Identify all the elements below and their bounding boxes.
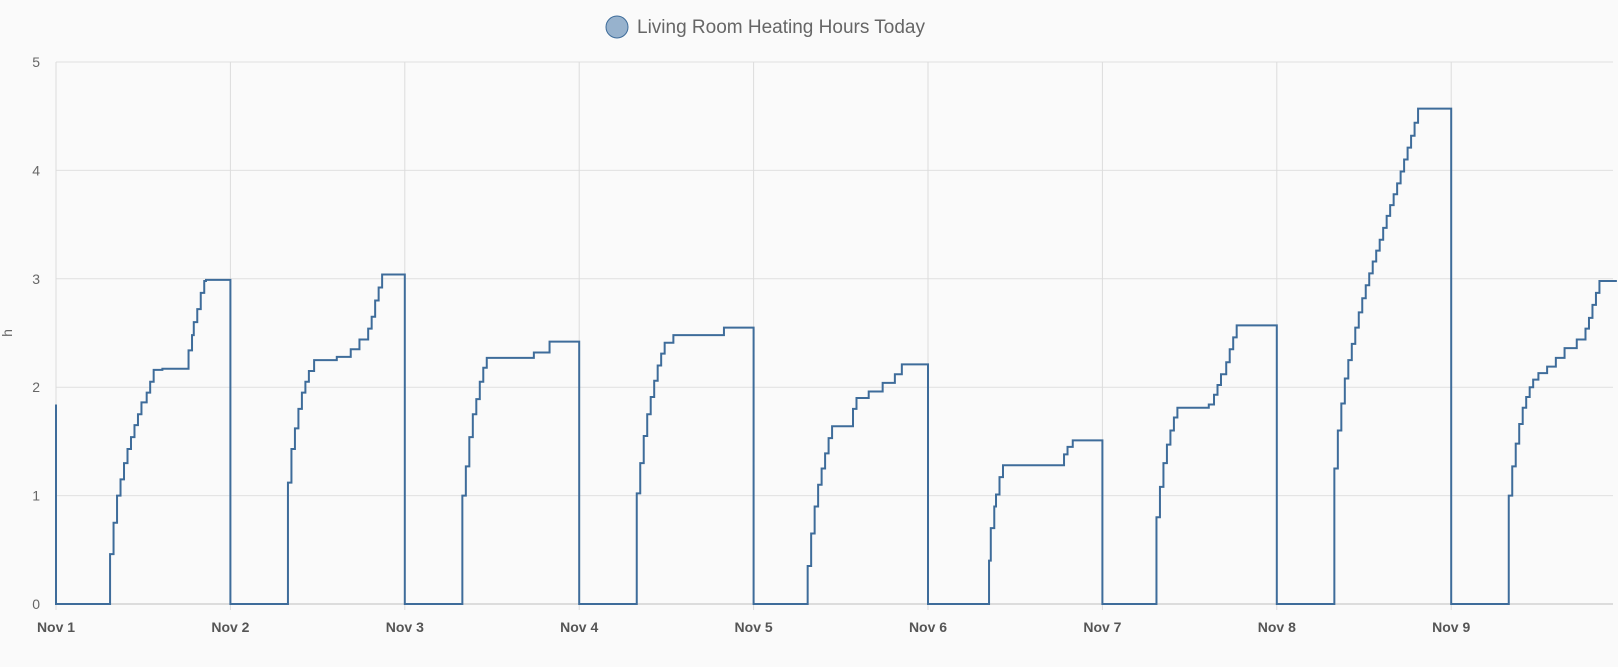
y-tick-label: 5 bbox=[32, 54, 40, 70]
x-tick-label: Nov 6 bbox=[909, 619, 947, 635]
x-axis-ticks: Nov 1 Nov 2 Nov 3 Nov 4 Nov 5 Nov 6 Nov 7 Nov 8… bbox=[37, 619, 1471, 635]
x-tick-label: Nov 2 bbox=[211, 619, 249, 635]
y-tick-label: 3 bbox=[32, 271, 40, 287]
y-tick-label: 4 bbox=[32, 162, 40, 178]
x-tick-label: Nov 8 bbox=[1258, 619, 1296, 635]
x-tick-label: Nov 7 bbox=[1083, 619, 1121, 635]
x-tick-label: Nov 3 bbox=[386, 619, 424, 635]
series-line bbox=[55, 107, 1617, 605]
x-tick-label: Nov 1 bbox=[37, 619, 75, 635]
y-axis-ticks: 0 1 2 3 4 5 bbox=[32, 54, 40, 612]
legend[interactable]: Living Room Heating Hours Today bbox=[605, 15, 925, 39]
x-tick-label: Nov 5 bbox=[735, 619, 773, 635]
y-tick-label: 0 bbox=[32, 596, 40, 612]
legend-swatch-icon[interactable] bbox=[605, 15, 629, 39]
series-group bbox=[55, 107, 1617, 605]
x-tick-label: Nov 4 bbox=[560, 619, 598, 635]
y-tick-label: 1 bbox=[32, 488, 40, 504]
y-tick-label: 2 bbox=[32, 379, 40, 395]
legend-label[interactable]: Living Room Heating Hours Today bbox=[637, 17, 925, 38]
x-tick-label: Nov 9 bbox=[1432, 619, 1470, 635]
y-axis-title: h bbox=[0, 329, 15, 337]
